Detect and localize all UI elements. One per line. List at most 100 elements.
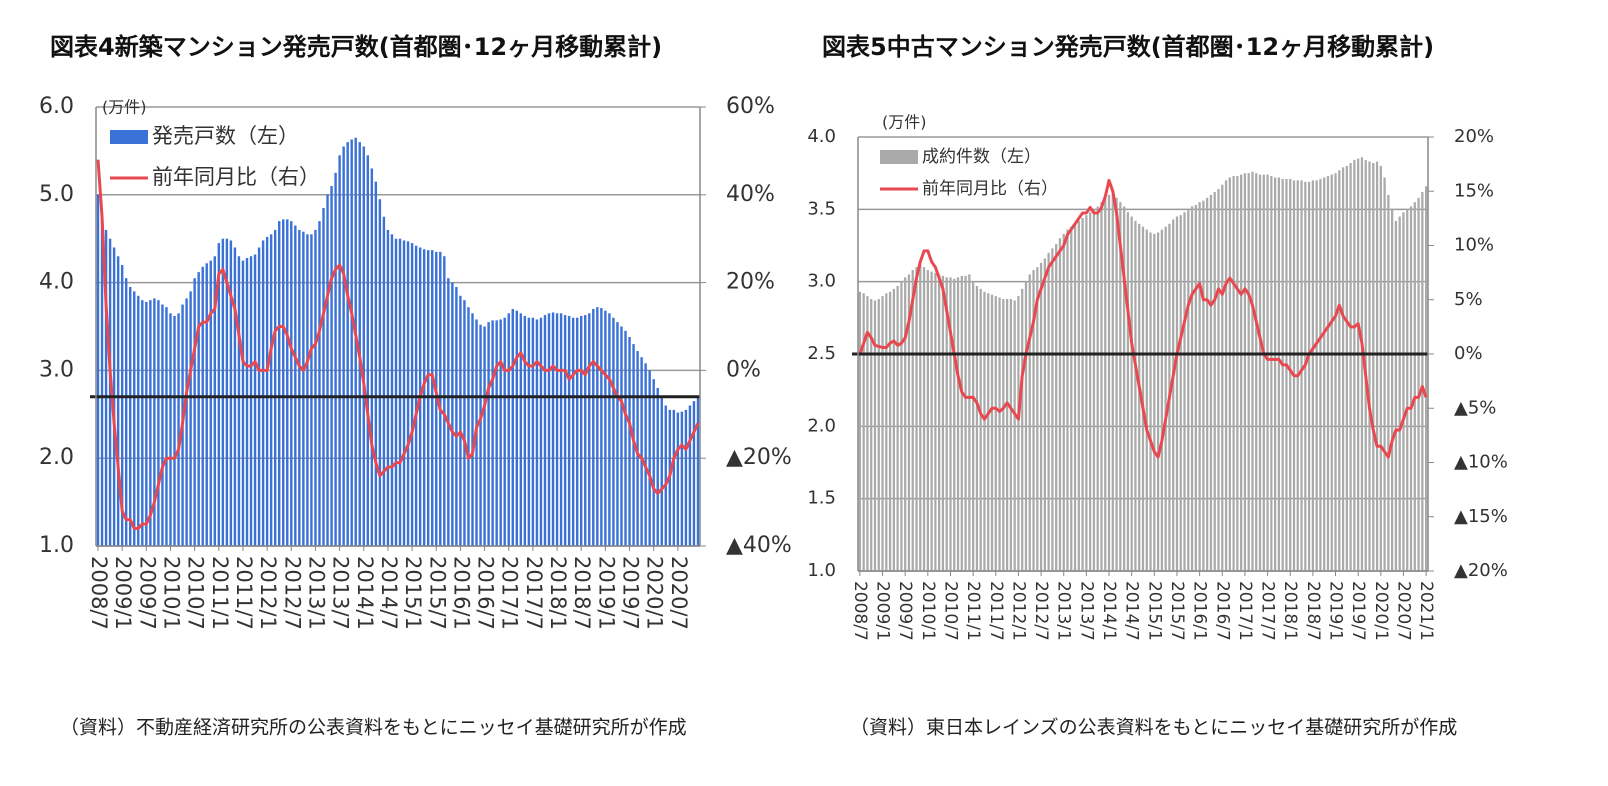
x-tick-label: 2016/1 bbox=[1190, 581, 1210, 641]
bar bbox=[229, 240, 233, 546]
bar bbox=[96, 194, 100, 547]
y-tick-label: 3.0 bbox=[807, 271, 836, 292]
bar bbox=[153, 298, 156, 546]
x-tick-label: 2016/1 bbox=[449, 556, 473, 630]
bar bbox=[1273, 177, 1277, 572]
y2-tick-label: ▲20% bbox=[726, 445, 792, 470]
bar bbox=[676, 412, 680, 546]
bar bbox=[209, 260, 212, 546]
bar bbox=[149, 300, 152, 546]
bar bbox=[1221, 184, 1224, 572]
bar bbox=[382, 216, 386, 546]
x-tick-label: 2018/1 bbox=[546, 556, 570, 630]
bar bbox=[640, 357, 643, 546]
x-tick-label: 2013/1 bbox=[304, 556, 328, 630]
x-tick-label: 2016/7 bbox=[474, 556, 498, 630]
bar bbox=[1013, 300, 1016, 571]
bar bbox=[346, 142, 349, 546]
bar bbox=[1307, 181, 1311, 571]
x-tick-label: 2012/7 bbox=[280, 556, 304, 630]
bar bbox=[100, 216, 104, 546]
y2-tick-label: ▲5% bbox=[1454, 397, 1496, 418]
x-tick-label: 2020/7 bbox=[1393, 581, 1413, 641]
bar bbox=[459, 295, 462, 546]
bar bbox=[298, 229, 301, 547]
bar bbox=[1115, 197, 1118, 571]
bar bbox=[1021, 288, 1024, 571]
bar bbox=[1104, 197, 1107, 571]
bar bbox=[1285, 178, 1288, 571]
bar bbox=[1409, 206, 1413, 571]
bar bbox=[1156, 232, 1160, 572]
bar bbox=[1190, 206, 1194, 571]
bar bbox=[261, 240, 265, 546]
bar bbox=[410, 243, 414, 546]
chart-title: 図表5中古マンション発売戸数(首都圏･12ヶ月移動累計) bbox=[822, 33, 1434, 61]
x-tick-label: 2012/7 bbox=[1031, 581, 1051, 641]
y2-tick-label: 5% bbox=[1454, 289, 1483, 310]
x-tick-label: 2009/7 bbox=[895, 581, 915, 641]
bar bbox=[885, 293, 888, 571]
bar bbox=[1383, 177, 1386, 572]
y2-tick-label: ▲20% bbox=[1454, 560, 1508, 581]
bar bbox=[362, 146, 365, 546]
x-tick-label: 2018/1 bbox=[1280, 581, 1300, 641]
bar bbox=[378, 199, 382, 546]
bar bbox=[193, 278, 196, 546]
bar bbox=[326, 194, 329, 547]
y-unit: (万件) bbox=[102, 98, 147, 117]
bar bbox=[688, 405, 692, 546]
x-tick-label: 2014/7 bbox=[377, 556, 401, 630]
bar bbox=[1368, 161, 1371, 572]
bar bbox=[1089, 212, 1092, 571]
bar bbox=[881, 296, 884, 571]
bar bbox=[1417, 197, 1420, 571]
legend-swatch bbox=[880, 150, 918, 164]
bar bbox=[1024, 281, 1028, 571]
bar bbox=[1413, 202, 1416, 571]
bar bbox=[1100, 202, 1103, 571]
bar bbox=[322, 207, 325, 546]
bar bbox=[964, 275, 967, 571]
bar bbox=[919, 264, 922, 571]
bar bbox=[141, 300, 144, 546]
bar bbox=[1213, 191, 1216, 571]
bar bbox=[1122, 206, 1126, 571]
bar bbox=[479, 324, 482, 546]
bar bbox=[443, 256, 446, 546]
bar bbox=[592, 308, 595, 546]
x-tick-label: 2012/1 bbox=[256, 556, 280, 630]
bar bbox=[487, 322, 490, 546]
y-tick-label: 3.0 bbox=[39, 357, 74, 382]
bar bbox=[1391, 209, 1394, 572]
bar bbox=[269, 234, 273, 546]
x-tick-label: 2019/7 bbox=[619, 556, 643, 630]
bar bbox=[1172, 219, 1175, 571]
bar bbox=[197, 272, 200, 546]
bar bbox=[1092, 209, 1096, 572]
y2-tick-label: 60% bbox=[726, 94, 775, 119]
bar bbox=[1394, 220, 1398, 571]
bar bbox=[1145, 229, 1148, 571]
bar bbox=[1187, 209, 1190, 572]
bar bbox=[1107, 194, 1111, 571]
bar bbox=[1270, 176, 1273, 571]
bar bbox=[145, 301, 148, 546]
bar bbox=[1402, 212, 1405, 571]
x-tick-label: 2013/7 bbox=[329, 556, 353, 630]
bar bbox=[900, 281, 903, 571]
bar bbox=[1251, 171, 1254, 571]
bar bbox=[1077, 220, 1080, 571]
bar bbox=[455, 286, 458, 546]
y-tick-label: 1.0 bbox=[807, 560, 836, 581]
bar bbox=[330, 186, 333, 546]
source-note: （資料）不動産経済研究所の公表資料をもとにニッセイ基礎研究所が作成 bbox=[60, 717, 687, 739]
bar bbox=[1311, 180, 1314, 571]
bar bbox=[1138, 223, 1141, 572]
bar bbox=[1330, 174, 1333, 571]
bar bbox=[680, 411, 684, 546]
bar bbox=[866, 296, 869, 571]
bar bbox=[1130, 216, 1133, 572]
bar bbox=[949, 277, 952, 571]
